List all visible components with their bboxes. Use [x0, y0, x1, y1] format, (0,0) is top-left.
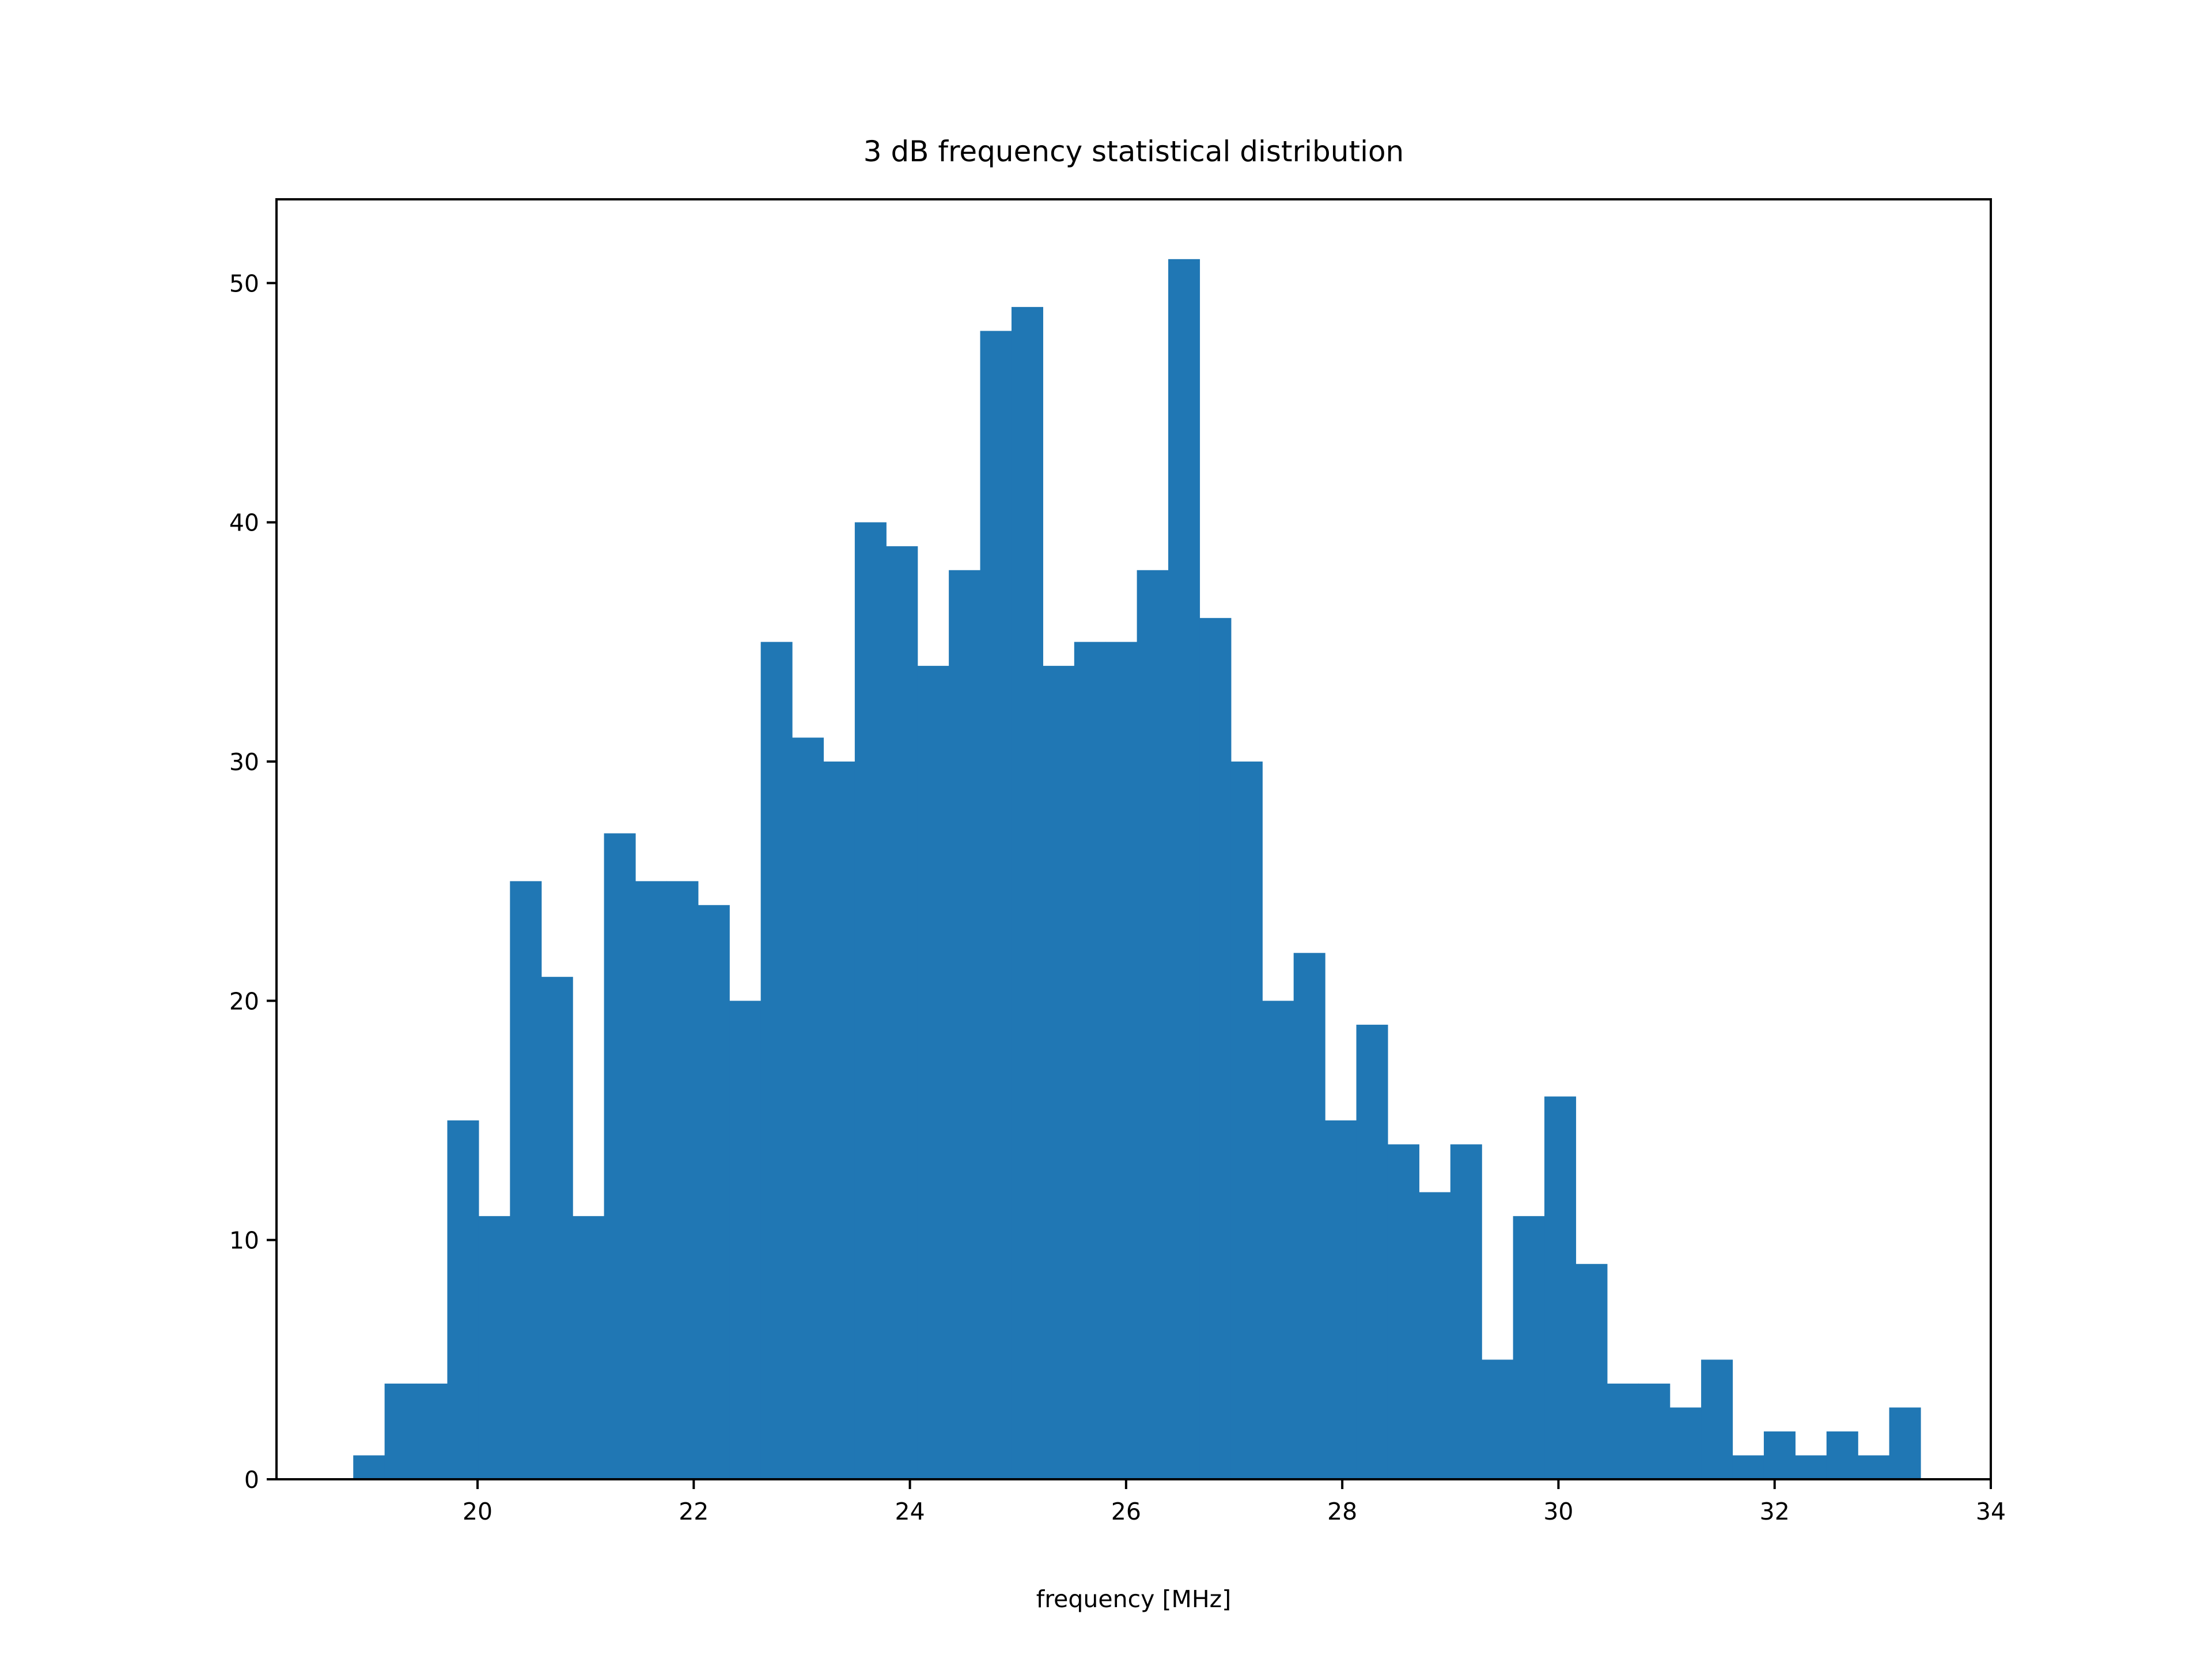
chart-title: 3 dB frequency statistical distribution: [863, 135, 1404, 168]
histogram-bar: [353, 1455, 385, 1479]
histogram-bar: [1450, 1144, 1482, 1479]
histogram-bar: [980, 331, 1012, 1480]
histogram-bar: [510, 881, 542, 1479]
histogram-bar: [384, 1383, 416, 1479]
histogram-bar: [1199, 618, 1232, 1479]
histogram-bar: [1732, 1455, 1764, 1479]
histogram-bar: [1230, 762, 1263, 1479]
histogram-bar: [1356, 1024, 1388, 1479]
bars-group: [353, 259, 1921, 1480]
histogram-bar: [1701, 1359, 1733, 1479]
histogram-bar: [886, 546, 918, 1479]
x-axis-label: frequency [MHz]: [1036, 1585, 1231, 1613]
histogram-bar: [447, 1120, 479, 1479]
y-axis-ticks: 0 10 20 30 40 50: [229, 270, 276, 1494]
histogram-bar: [635, 881, 667, 1479]
histogram-bar: [1387, 1144, 1419, 1479]
histogram-bar: [1293, 953, 1325, 1479]
x-tick-label: 30: [1543, 1498, 1573, 1525]
x-tick-label: 34: [1976, 1498, 2006, 1525]
histogram-bar: [823, 762, 855, 1479]
histogram-bar: [1419, 1192, 1451, 1479]
histogram-bar: [698, 905, 730, 1479]
histogram-bar: [1763, 1431, 1796, 1479]
histogram-bar: [1482, 1359, 1514, 1479]
y-tick-label: 30: [229, 748, 259, 776]
x-tick-label: 26: [1111, 1498, 1141, 1525]
histogram-bar: [541, 976, 573, 1479]
y-tick-label: 10: [229, 1227, 259, 1255]
y-tick-label: 20: [229, 987, 259, 1015]
histogram-bar: [1011, 306, 1043, 1479]
histogram-bar: [1544, 1096, 1577, 1479]
histogram-bar: [1168, 259, 1200, 1479]
histogram-bar: [1325, 1120, 1357, 1479]
histogram-bar: [1826, 1431, 1858, 1479]
y-tick-label: 40: [229, 509, 259, 537]
histogram-bar: [949, 570, 981, 1479]
histogram-bar: [1513, 1216, 1545, 1479]
x-tick-label: 32: [1760, 1498, 1790, 1525]
histogram-bar: [1262, 1001, 1294, 1479]
x-tick-label: 28: [1327, 1498, 1357, 1525]
histogram-bar: [478, 1216, 510, 1479]
x-tick-label: 24: [895, 1498, 925, 1525]
histogram-bar: [573, 1216, 605, 1479]
histogram-bar: [666, 881, 699, 1479]
histogram-bar: [1889, 1407, 1921, 1479]
histogram-bar: [729, 1001, 762, 1479]
histogram-bar: [1607, 1383, 1639, 1479]
x-tick-label: 20: [463, 1498, 493, 1525]
x-tick-label: 22: [679, 1498, 709, 1525]
histogram-bar: [917, 665, 949, 1479]
histogram-bar: [1137, 570, 1169, 1479]
histogram-bar: [1575, 1264, 1608, 1479]
histogram-bar: [1638, 1383, 1671, 1479]
histogram-bar: [792, 737, 824, 1479]
y-tick-label: 50: [229, 270, 259, 297]
histogram-bar: [1074, 642, 1106, 1479]
histogram-bar: [854, 522, 887, 1480]
histogram-bar: [1669, 1407, 1702, 1479]
histogram-bar: [416, 1383, 448, 1479]
histogram-bar: [1858, 1455, 1890, 1479]
plot-frame: [275, 198, 1992, 1480]
histogram-bar: [1795, 1455, 1827, 1479]
y-tick-label: 0: [244, 1466, 259, 1494]
x-axis-ticks: 20 22 24 26 28 30 32 34: [463, 1479, 2006, 1525]
histogram-bar: [1043, 665, 1075, 1479]
histogram-bar: [760, 642, 793, 1479]
histogram-bar: [1105, 642, 1138, 1479]
histogram-bar: [604, 833, 636, 1479]
